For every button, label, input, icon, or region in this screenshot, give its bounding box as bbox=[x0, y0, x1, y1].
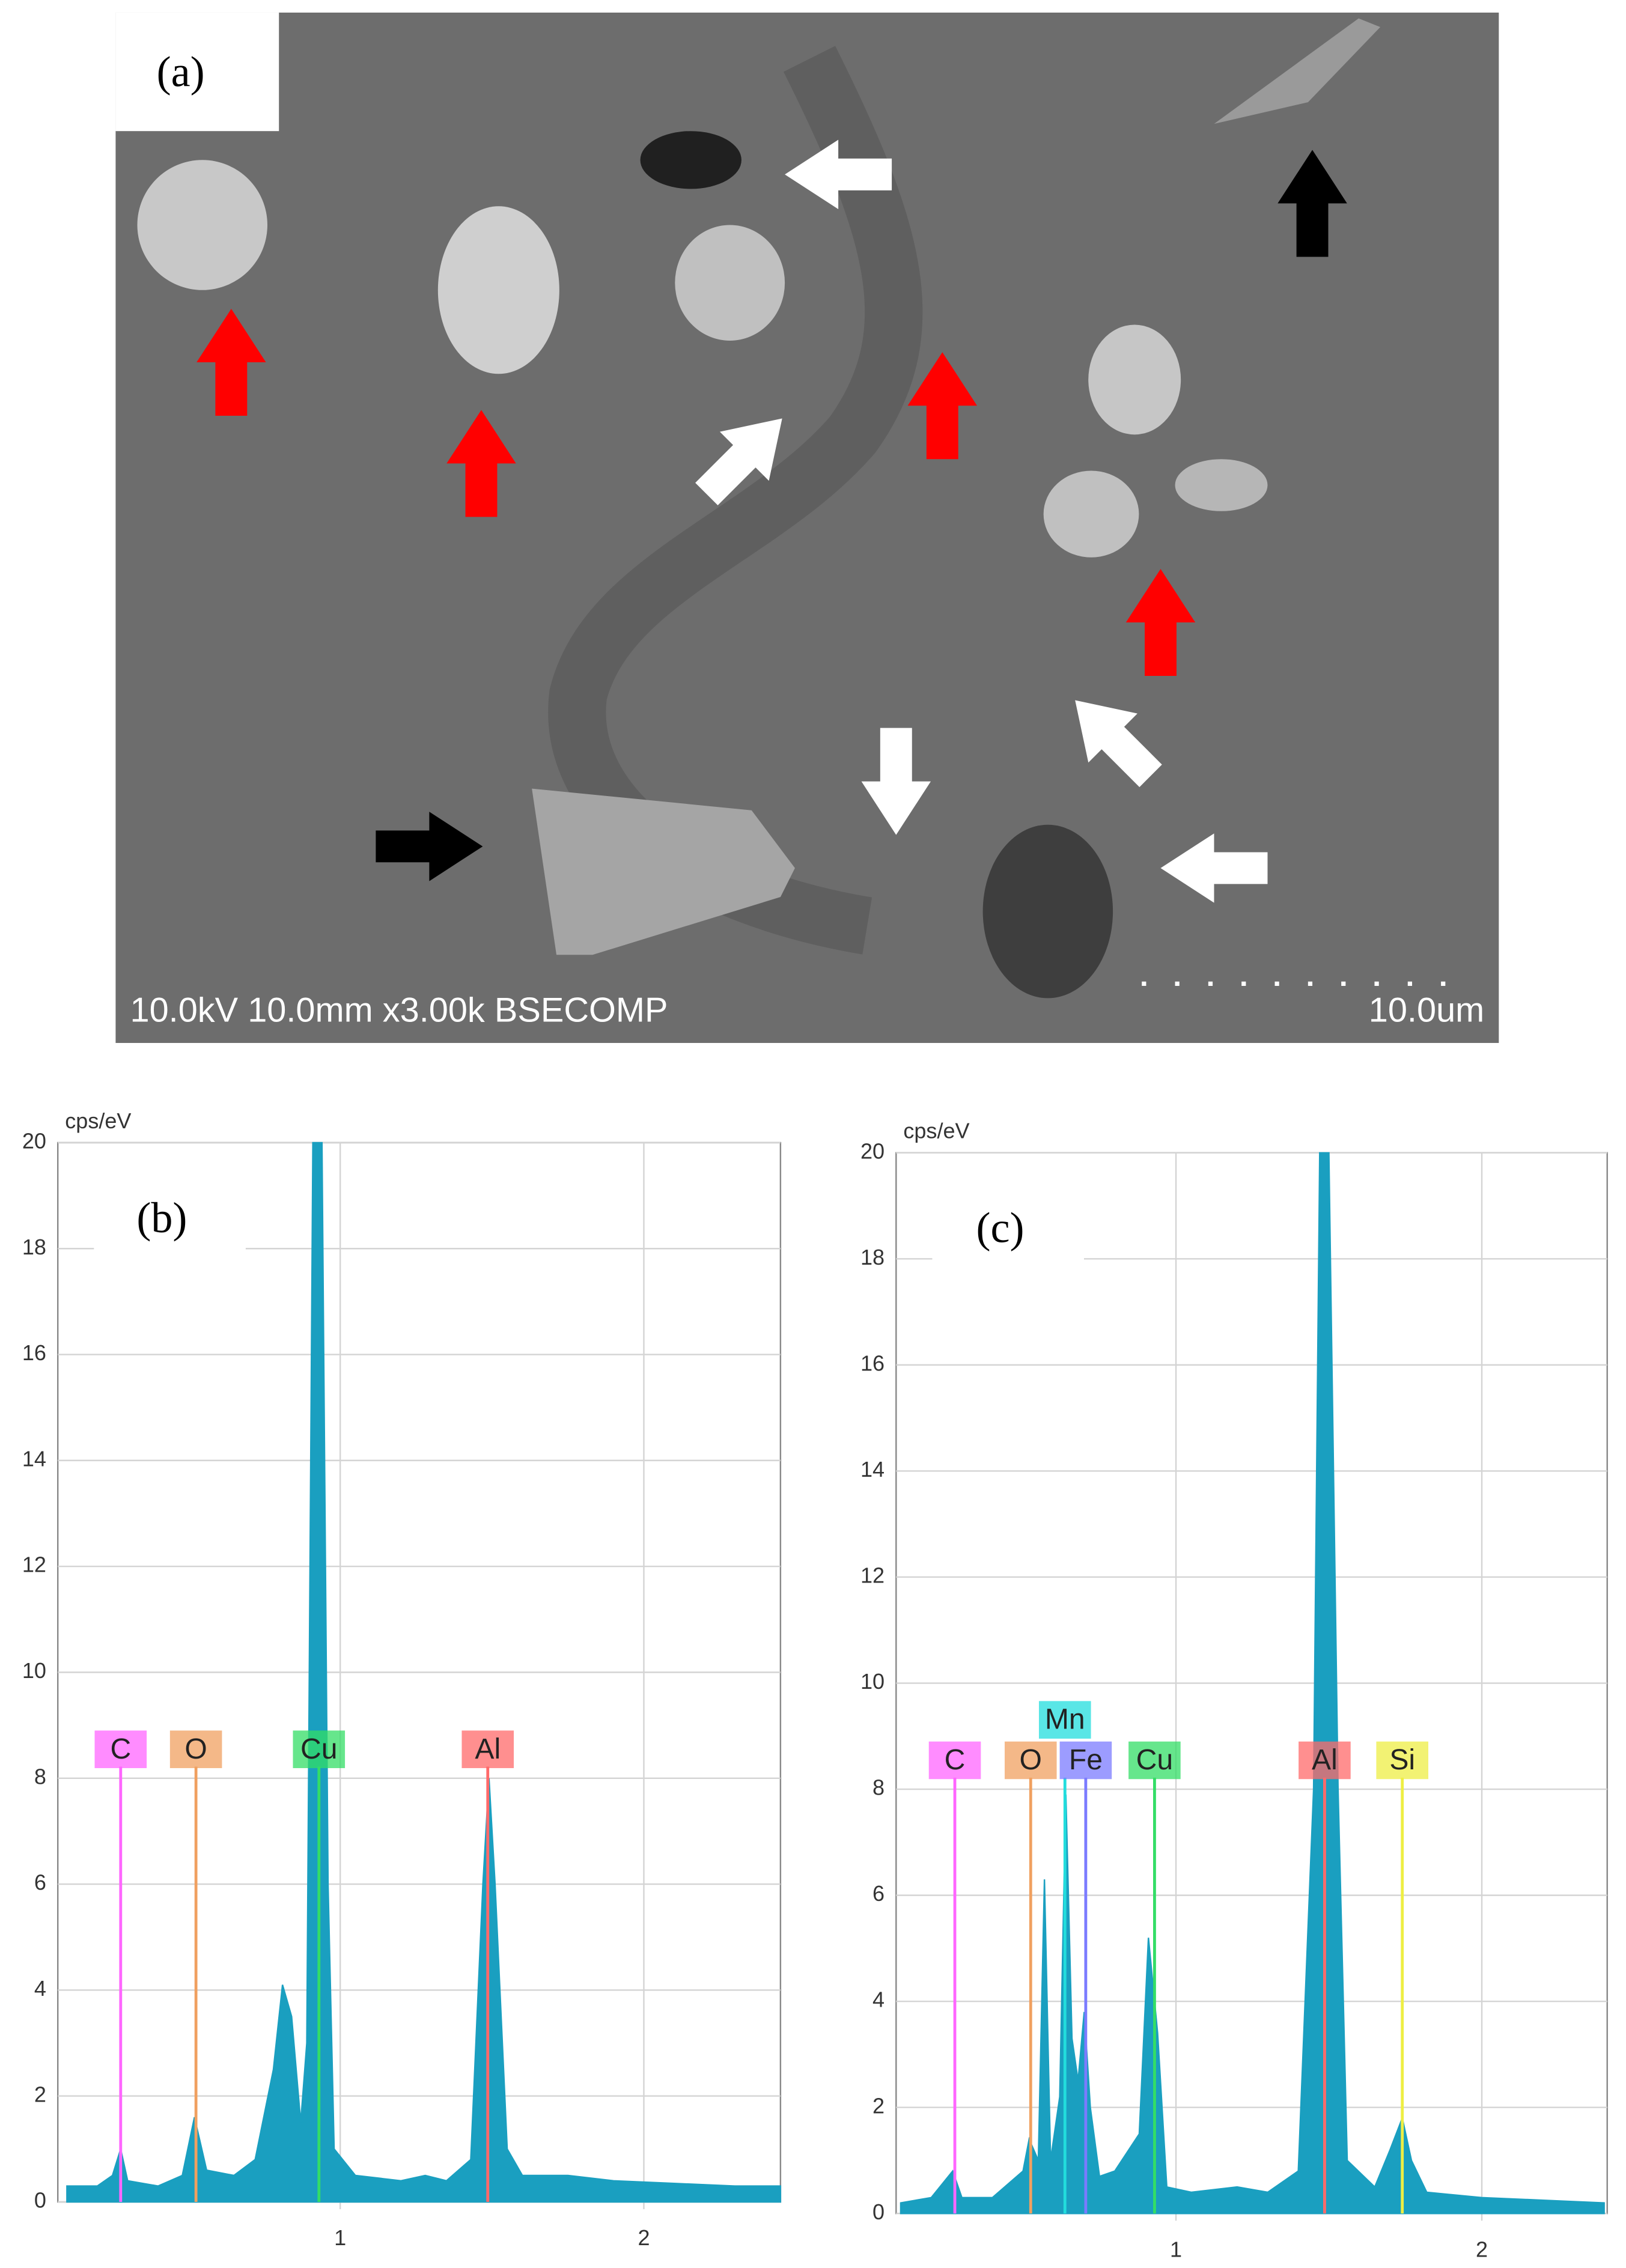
element-tag bbox=[1004, 1741, 1057, 1780]
x-tick-label: 1 bbox=[334, 2225, 346, 2250]
y-tick-label: 14 bbox=[22, 1446, 46, 1471]
spectrum-area bbox=[900, 1152, 1605, 2215]
element-tag bbox=[461, 1730, 514, 1768]
y-tick-label: 0 bbox=[872, 2200, 885, 2224]
y-tick-label: 18 bbox=[22, 1235, 46, 1259]
y-axis-label: cps/eV bbox=[903, 1119, 969, 1143]
panel-label-box bbox=[932, 1167, 1084, 1283]
element-tag bbox=[1059, 1741, 1112, 1780]
y-tick-label: 8 bbox=[34, 1764, 46, 1789]
y-tick-label: 4 bbox=[34, 1976, 46, 2001]
x-tick-label: 1 bbox=[1170, 2237, 1182, 2261]
element-tag bbox=[293, 1730, 346, 1768]
element-tag bbox=[94, 1730, 147, 1768]
y-tick-label: 8 bbox=[872, 1775, 885, 1800]
y-tick-label: 2 bbox=[34, 2082, 46, 2106]
panel-label-box bbox=[94, 1157, 246, 1273]
y-tick-label: 20 bbox=[22, 1128, 46, 1153]
panel-label: (b) bbox=[136, 1194, 187, 1242]
y-tick-label: 18 bbox=[860, 1245, 885, 1269]
element-label: Cu bbox=[1136, 1744, 1173, 1776]
y-axis-label: cps/eV bbox=[65, 1108, 131, 1133]
y-tick-label: 2 bbox=[872, 2093, 885, 2118]
scale-bar-label: 10.0um bbox=[1369, 991, 1485, 1030]
element-label: Si bbox=[1389, 1744, 1415, 1776]
element-label: Al bbox=[475, 1733, 501, 1765]
y-tick-label: 10 bbox=[22, 1658, 46, 1683]
element-label: C bbox=[110, 1733, 131, 1765]
y-tick-label: 14 bbox=[860, 1457, 885, 1482]
spectrum-area bbox=[66, 1142, 782, 2203]
element-label: Al bbox=[1312, 1744, 1338, 1776]
y-tick-label: 20 bbox=[860, 1139, 885, 1163]
image-info: 10.0kV 10.0mm x3.00k BSECOMP bbox=[130, 991, 668, 1030]
y-tick-label: 12 bbox=[860, 1563, 885, 1588]
element-tag bbox=[1299, 1741, 1351, 1780]
y-tick-label: 16 bbox=[860, 1351, 885, 1375]
element-label: Mn bbox=[1045, 1703, 1085, 1736]
panel-label: (a) bbox=[157, 47, 205, 96]
element-label: C bbox=[945, 1744, 966, 1776]
element-label: Fe bbox=[1069, 1744, 1103, 1776]
element-tag bbox=[928, 1741, 981, 1780]
y-tick-label: 16 bbox=[22, 1340, 46, 1365]
element-label: O bbox=[1020, 1744, 1042, 1776]
element-tag bbox=[1128, 1741, 1181, 1780]
y-tick-label: 10 bbox=[860, 1669, 885, 1694]
element-label: Cu bbox=[300, 1733, 337, 1765]
x-tick-label: 2 bbox=[638, 2225, 650, 2250]
panel-label: (c) bbox=[976, 1204, 1024, 1252]
element-tag bbox=[1376, 1741, 1428, 1780]
y-tick-label: 6 bbox=[34, 1870, 46, 1895]
x-tick-label: 2 bbox=[1476, 2237, 1488, 2261]
y-tick-label: 0 bbox=[34, 2188, 46, 2213]
sem-image: (a) 10.0kV 10.0mm x3.00k BSECOMP 10.0um bbox=[115, 12, 1499, 1043]
y-tick-label: 6 bbox=[872, 1881, 885, 1906]
element-tag bbox=[169, 1730, 222, 1768]
y-tick-label: 12 bbox=[22, 1552, 46, 1577]
y-tick-label: 4 bbox=[872, 1987, 885, 2012]
element-label: O bbox=[184, 1733, 207, 1765]
element-tag bbox=[1038, 1701, 1091, 1739]
